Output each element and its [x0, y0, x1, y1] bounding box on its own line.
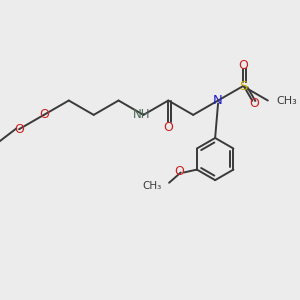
Text: O: O — [238, 58, 248, 72]
Text: CH₃: CH₃ — [142, 181, 162, 191]
Text: N: N — [213, 94, 223, 107]
Text: O: O — [14, 123, 24, 136]
Text: O: O — [174, 165, 184, 178]
Text: NH: NH — [133, 108, 151, 122]
Text: O: O — [39, 108, 49, 122]
Text: O: O — [250, 97, 260, 110]
Text: S: S — [239, 80, 247, 93]
Text: O: O — [164, 121, 173, 134]
Text: CH₃: CH₃ — [277, 95, 297, 106]
